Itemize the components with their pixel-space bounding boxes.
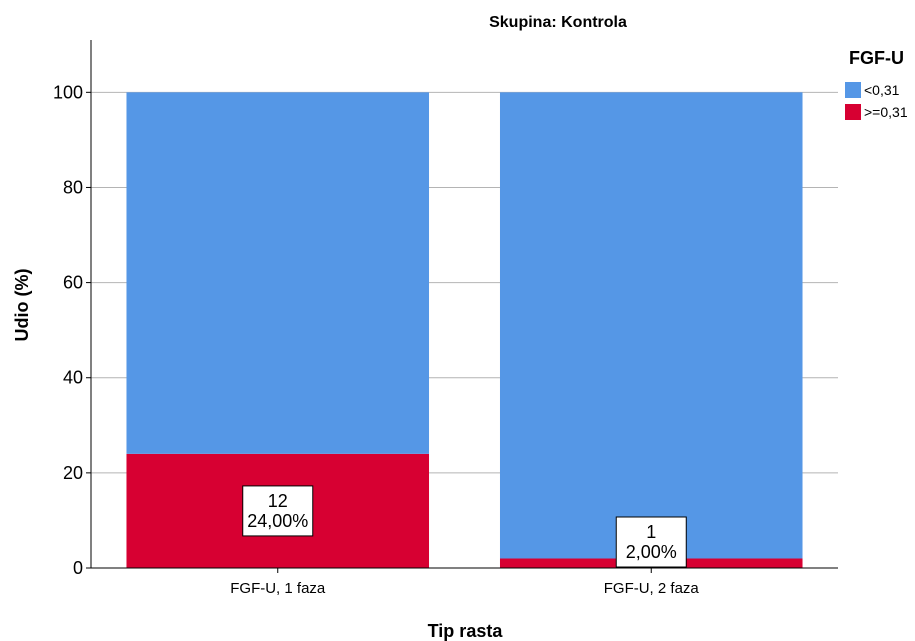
- legend: FGF-U <0,31 >=0,31: [845, 48, 908, 120]
- y-tick-label: 0: [73, 558, 83, 578]
- data-label-percent: 24,00%: [247, 511, 308, 531]
- legend-item-label: >=0,31: [864, 104, 908, 120]
- y-tick-label: 20: [63, 463, 83, 483]
- y-tick-labels: 0 20 40 60 80 100: [53, 82, 91, 578]
- data-label-count: 12: [268, 491, 288, 511]
- y-tick-label: 40: [63, 368, 83, 388]
- data-label-percent: 2,00%: [626, 542, 677, 562]
- legend-title: FGF-U: [849, 48, 904, 68]
- bars: [126, 92, 803, 568]
- chart-title: Skupina: Kontrola: [489, 14, 627, 31]
- bar-segment: [499, 92, 803, 559]
- legend-swatch: [845, 104, 861, 120]
- bar-segment: [126, 92, 430, 454]
- x-axis-title: Tip rasta: [428, 621, 504, 641]
- legend-swatch: [845, 82, 861, 98]
- data-label: 12,00%: [615, 516, 687, 568]
- data-label-box: [242, 485, 314, 537]
- axes: [90, 40, 838, 569]
- y-tick-label: 100: [53, 82, 83, 102]
- x-tick-label: FGF-U, 1 faza: [230, 580, 326, 597]
- y-tick-label: 80: [63, 177, 83, 197]
- x-tick-label: FGF-U, 2 faza: [604, 580, 700, 597]
- data-label-box: [615, 516, 687, 568]
- x-tick-labels: FGF-U, 1 faza FGF-U, 2 faza: [230, 568, 699, 597]
- legend-item-label: <0,31: [864, 82, 900, 98]
- data-label-count: 1: [646, 522, 656, 542]
- y-axis-title: Udio (%): [12, 269, 32, 342]
- y-tick-label: 60: [63, 273, 83, 293]
